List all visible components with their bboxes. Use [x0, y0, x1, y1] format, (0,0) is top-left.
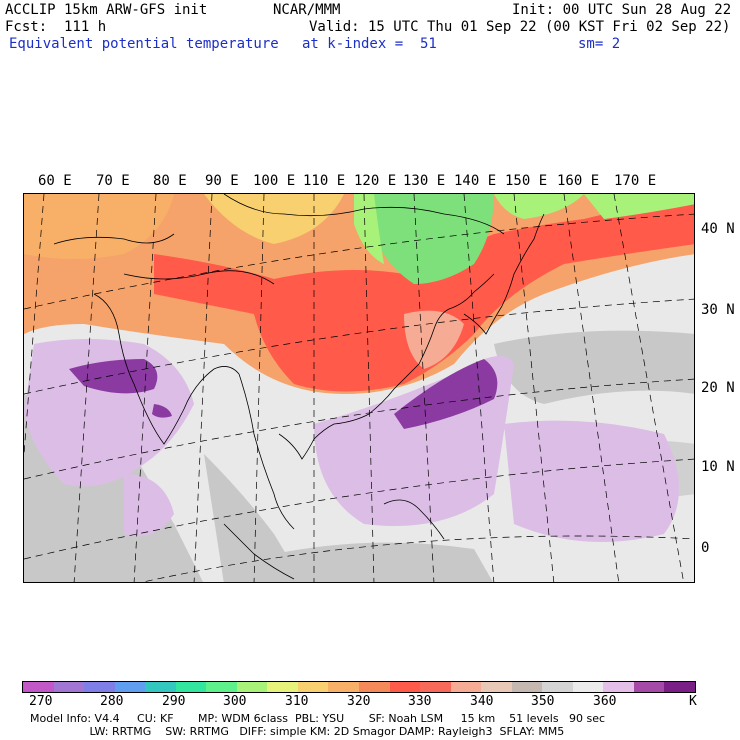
colorbar-swatch-3 — [114, 682, 146, 692]
colorbar-swatch-2 — [84, 682, 115, 692]
colorbar-swatch-21 — [664, 682, 696, 692]
colorbar-swatch-20 — [633, 682, 665, 692]
colorbar-swatch-9 — [297, 682, 329, 692]
lat-label-30: 30 N — [701, 302, 735, 318]
colorbar-label-270: 270 — [29, 694, 53, 709]
colorbar-swatch-16 — [511, 682, 543, 692]
colorbar-swatch-19 — [603, 682, 634, 692]
lat-label-10: 10 N — [701, 459, 735, 475]
colorbar-swatch-8 — [267, 682, 298, 692]
colorbar-swatch-15 — [481, 682, 512, 692]
colorbar-swatch-7 — [236, 682, 268, 692]
model-info-line2: LW: RRTMG SW: RRTMG DIFF: simple KM: 2D … — [30, 725, 565, 738]
smoothing: sm= 2 — [578, 36, 621, 52]
colorbar-label-280: 280 — [100, 694, 124, 709]
coastlines — [53, 194, 545, 580]
colorbar-label-340: 340 — [470, 694, 494, 709]
field-name: Equivalent potential temperature — [9, 36, 279, 52]
colorbar-swatch-12 — [389, 682, 421, 692]
colorbar-label-350: 350 — [531, 694, 555, 709]
lon-label-80: 80 E — [153, 173, 187, 189]
lon-label-150: 150 E — [505, 173, 548, 189]
lon-label-110: 110 E — [303, 173, 346, 189]
init-time: Init: 00 UTC Sun 28 Aug 22 — [512, 2, 732, 18]
lon-label-170: 170 E — [614, 173, 657, 189]
colorbar-swatch-1 — [53, 682, 85, 692]
colorbar-swatch-6 — [206, 682, 237, 692]
colorbar-swatch-11 — [359, 682, 390, 692]
colorbar-label-330: 330 — [408, 694, 432, 709]
colorbar-label-320: 320 — [347, 694, 371, 709]
colorbar-swatch-0 — [23, 682, 54, 692]
field-very-moist — [69, 359, 158, 394]
lon-label-90: 90 E — [205, 173, 239, 189]
lon-label-70: 70 E — [96, 173, 130, 189]
colorbar-label-360: 360 — [593, 694, 617, 709]
organization: NCAR/MMM — [273, 2, 341, 18]
lon-label-100: 100 E — [253, 173, 296, 189]
lat-label-20: 20 N — [701, 380, 735, 396]
colorbar-label-310: 310 — [285, 694, 309, 709]
colorbar-label-290: 290 — [162, 694, 186, 709]
lat-label-40: 40 N — [701, 221, 735, 237]
lon-label-140: 140 E — [454, 173, 497, 189]
map-panel — [23, 193, 695, 583]
colorbar-swatch-4 — [145, 682, 176, 692]
colorbar-unit: K — [689, 694, 697, 709]
colorbar-label-300: 300 — [223, 694, 247, 709]
graticule — [24, 194, 694, 582]
lon-label-120: 120 E — [354, 173, 397, 189]
title: ACCLIP 15km ARW-GFS init — [5, 2, 208, 18]
colorbar-swatch-18 — [572, 682, 604, 692]
colorbar-swatch-14 — [450, 682, 482, 692]
lat-label-0: 0 — [701, 540, 710, 556]
valid-time: Valid: 15 UTC Thu 01 Sep 22 (00 KST Fri … — [309, 19, 731, 35]
lon-label-130: 130 E — [403, 173, 446, 189]
level-info: at k-index = 51 — [302, 36, 437, 52]
colorbar-swatch-13 — [420, 682, 451, 692]
forecast-hour: Fcst: 111 h — [5, 19, 107, 35]
model-info-line1: Model Info: V4.4 CU: KF MP: WDM 6class P… — [30, 712, 606, 725]
colorbar-swatch-10 — [328, 682, 360, 692]
colorbar-swatch-5 — [175, 682, 207, 692]
lon-label-160: 160 E — [557, 173, 600, 189]
field-green — [374, 194, 494, 284]
map-canvas — [24, 194, 694, 582]
colorbar — [22, 681, 696, 693]
colorbar-swatch-17 — [542, 682, 573, 692]
lon-label-60: 60 E — [38, 173, 72, 189]
